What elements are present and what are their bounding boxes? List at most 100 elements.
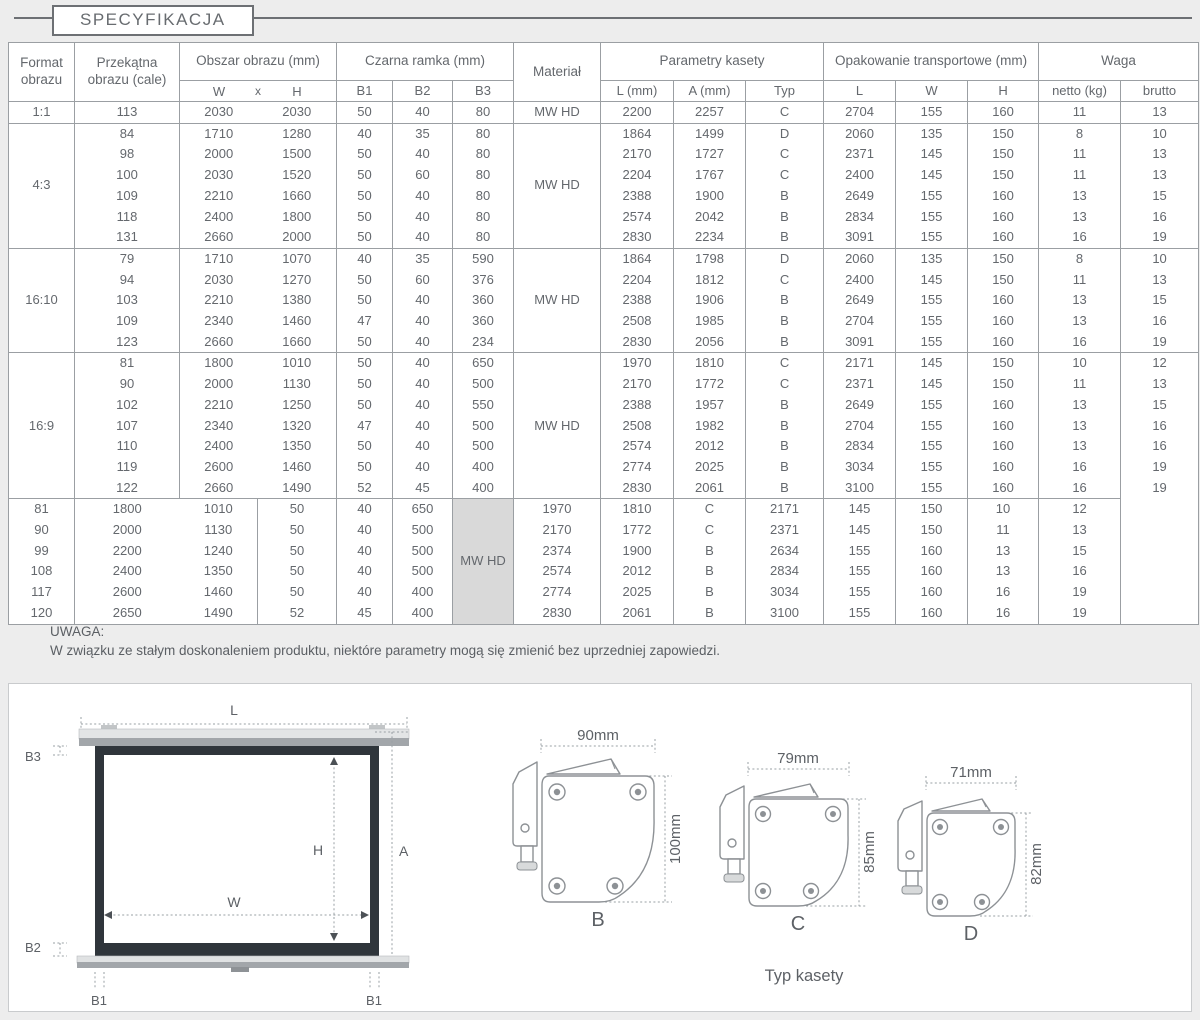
table-row: 102 2210 1250 50 40 550 2388 1957 B 2649 155 160 13 1… xyxy=(9,394,1200,416)
cassette-d-drawing: 71mm 82mm D xyxy=(897,764,1045,945)
table-cell: 1010 xyxy=(257,352,337,375)
material-cell: MW HD xyxy=(513,122,601,249)
table-cell: 2574 xyxy=(600,206,674,228)
table-cell: 40 xyxy=(392,415,453,437)
table-cell: 40 xyxy=(336,520,393,541)
dim-label-a: A xyxy=(399,843,409,859)
table-cell: 10 xyxy=(967,498,1040,521)
table-cell: 50 xyxy=(257,561,337,583)
table-row: 16:10 79 1710 1070 40 35 590 MW HD 1864 1798 D 2060… xyxy=(8,247,1200,353)
table-cell: 40 xyxy=(392,185,453,207)
table-cell: 109 xyxy=(74,311,180,332)
table-cell: B xyxy=(744,290,825,312)
col-header-package: Opakowanie transportowe (mm) xyxy=(823,42,1040,81)
table-cell: 160 xyxy=(967,185,1040,207)
cassette-c-bracket xyxy=(719,785,745,860)
table-row: 94 2030 1270 50 60 376 2204 1812 C 2400 145 150 11 13 xyxy=(9,269,1200,291)
table-cell: 2774 xyxy=(600,456,674,478)
table-cell: 155 xyxy=(895,415,969,437)
table-cell: 650 xyxy=(392,498,453,521)
table-cell: 2574 xyxy=(513,561,601,583)
subheader-package-w: W xyxy=(895,80,969,102)
table-row: 109 2210 1660 50 40 80 2388 1900 B 2649 155 160 13 15 xyxy=(9,185,1200,207)
table-row: 90 2000 1130 50 40 500 2170 1772 C 2371 145 150 11 13 xyxy=(9,374,1200,395)
table-cell: 3034 xyxy=(823,456,897,478)
table-cell: 16 xyxy=(1038,561,1122,583)
table-cell: 40 xyxy=(392,374,453,395)
table-cell: 650 xyxy=(452,352,514,375)
table-cell: 1810 xyxy=(600,498,674,521)
subheader-w: W xyxy=(212,84,226,99)
table-cell: 1800 xyxy=(257,206,337,228)
table-cell: 2000 xyxy=(74,520,180,541)
table-cell: 2834 xyxy=(744,561,825,583)
table-cell: 1970 xyxy=(600,352,674,375)
table-cell: 119 xyxy=(74,456,180,478)
table-cell: 50 xyxy=(336,101,393,124)
table-cell: C xyxy=(744,101,825,124)
table-cell: 2234 xyxy=(673,227,746,249)
table-cell: 160 xyxy=(895,602,969,625)
table-cell: 135 xyxy=(895,122,969,145)
table-cell: 40 xyxy=(392,227,453,249)
table-cell: 160 xyxy=(895,561,969,583)
cassette-b-drawing: 90mm 100mm B xyxy=(512,727,684,931)
page-title-label: SPECYFIKACJA xyxy=(80,10,226,29)
table-cell: 19 xyxy=(1038,582,1122,603)
table-cell: 40 xyxy=(392,331,453,353)
table-row: 99 2200 1240 50 40 500 2374 1900 B 2634 155 160 13 15 xyxy=(8,540,1199,562)
table-row: 103 2210 1380 50 40 360 2388 1906 B 2649 155 160 13 1… xyxy=(9,290,1200,312)
table-cell: 13 xyxy=(1038,436,1122,457)
table-cell: 50 xyxy=(257,582,337,603)
table-cell: 2704 xyxy=(823,415,897,437)
table-cell: 2210 xyxy=(179,394,258,416)
screen-drawing: L B3 H A xyxy=(25,702,410,1008)
table-cell: 1130 xyxy=(179,520,258,541)
table-row: 81 1800 1010 50 40 650 MW HD 1970 1810 C 2171 145 15… xyxy=(8,498,1199,625)
table-cell: 110 xyxy=(74,436,180,457)
table-cell: 16 xyxy=(1120,311,1200,332)
note-body: W związku ze stałym doskonaleniem produk… xyxy=(50,643,721,658)
table-cell: B xyxy=(744,206,825,228)
table-row: 118 2400 1800 50 40 80 2574 2042 B 2834 155 160 13 16 xyxy=(9,206,1200,228)
table-cell: 2830 xyxy=(600,477,674,499)
table-cell: 150 xyxy=(895,498,969,521)
table-cell: 160 xyxy=(967,477,1040,499)
table-cell: 1380 xyxy=(257,290,337,312)
table-cell: 500 xyxy=(452,436,514,457)
table-cell: 120 xyxy=(8,602,75,625)
table-cell: C xyxy=(673,520,746,541)
table-cell: 90 xyxy=(8,520,75,541)
table-cell: 155 xyxy=(895,101,969,124)
table-cell: 2012 xyxy=(673,436,746,457)
table-cell: 2400 xyxy=(823,269,897,291)
table-cell: 16 xyxy=(967,602,1040,625)
table-cell: 16 xyxy=(967,582,1040,603)
dim-label-b1-left: B1 xyxy=(91,993,107,1008)
table-cell: B xyxy=(744,311,825,332)
table-cell: 15 xyxy=(1120,394,1200,416)
table-cell: 11 xyxy=(1038,144,1122,166)
table-cell: 1280 xyxy=(257,122,337,145)
table-cell: 1250 xyxy=(257,394,337,416)
table-cell: 40 xyxy=(336,582,393,603)
table-cell: 2204 xyxy=(600,165,674,186)
table-row: 16:9 81 1800 1010 50 40 650 MW HD 1970 1810 C 2171 1… xyxy=(8,352,1200,499)
table-cell: 8 xyxy=(1038,122,1122,145)
table-cell: 2061 xyxy=(673,477,746,499)
table-cell: 40 xyxy=(336,540,393,562)
table-cell: 80 xyxy=(452,165,514,186)
table-cell: 160 xyxy=(967,290,1040,312)
table-row: 90 2000 1130 50 40 500 2170 1772 C 2371 145 150 11 13 xyxy=(8,520,1199,541)
table-cell: 19 xyxy=(1120,477,1200,499)
table-cell: 40 xyxy=(392,456,453,478)
table-cell: 2030 xyxy=(179,165,258,186)
table-cell: 1500 xyxy=(257,144,337,166)
table-cell: 13 xyxy=(1038,290,1122,312)
table-cell: 2600 xyxy=(74,582,180,603)
table-cell: 1906 xyxy=(673,290,746,312)
table-cell: 150 xyxy=(967,165,1040,186)
table-cell: 8 xyxy=(1038,247,1122,270)
table-cell: 50 xyxy=(336,269,393,291)
table-cell: 3034 xyxy=(744,582,825,603)
